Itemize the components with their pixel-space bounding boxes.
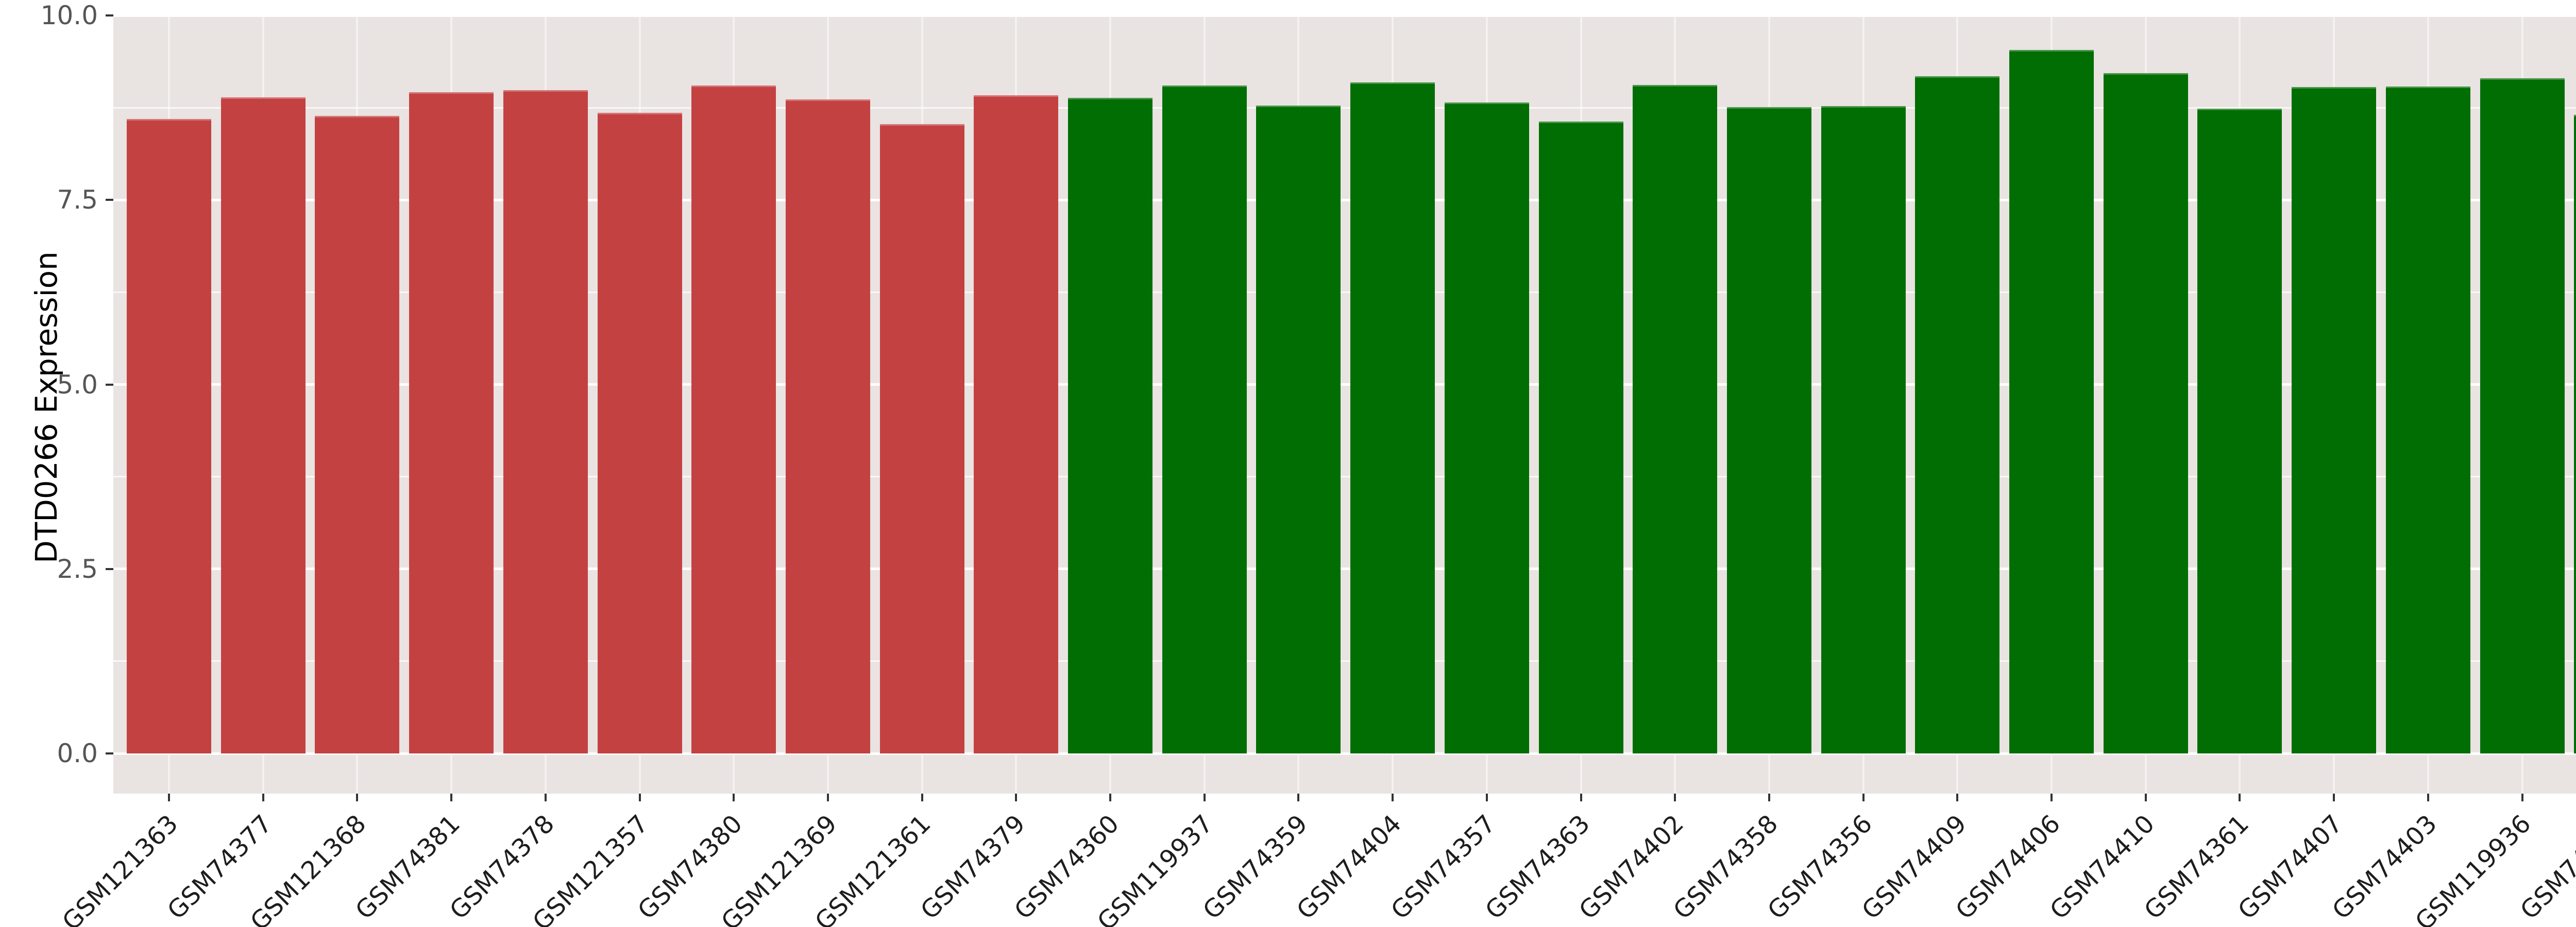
y-tick-mark xyxy=(106,14,113,16)
major-gridline xyxy=(113,752,2576,755)
x-tick-mark xyxy=(1485,794,1488,801)
x-tick-mark xyxy=(1768,794,1770,801)
x-tick-mark xyxy=(2521,794,2523,801)
bar-GSM121368 xyxy=(315,115,400,753)
minor-gridline xyxy=(113,660,2576,662)
x-tick-mark xyxy=(168,794,170,801)
y-tick-label: 2.5 xyxy=(57,554,98,584)
y-tick-label: 0.0 xyxy=(57,739,98,768)
bar-GSM74402 xyxy=(1633,84,1718,753)
major-gridline xyxy=(113,383,2576,386)
y-tick-label: 5.0 xyxy=(57,369,98,400)
bar-GSM74381 xyxy=(409,92,494,753)
minor-gridline xyxy=(113,107,2576,109)
y-tick-mark xyxy=(106,568,113,570)
bar-GSM74410 xyxy=(2103,73,2188,753)
bar-GSM74358 xyxy=(1726,107,1811,753)
x-tick-mark xyxy=(2144,794,2147,801)
bar-GSM74409 xyxy=(1915,76,2000,753)
x-tick-mark xyxy=(1392,794,1394,801)
bar-GSM121357 xyxy=(597,113,682,753)
bar-GSM121363 xyxy=(127,118,211,753)
x-tick-mark xyxy=(826,794,829,801)
bar-GSM74356 xyxy=(1821,106,1906,753)
bar-GSM74359 xyxy=(1256,105,1341,753)
y-tick-mark xyxy=(106,383,113,386)
x-tick-mark xyxy=(1015,794,1018,801)
x-tick-mark xyxy=(2239,794,2241,801)
x-tick-mark xyxy=(733,794,735,801)
bar-GSM74361 xyxy=(2197,108,2282,753)
bar-GSM119936 xyxy=(2480,78,2565,753)
plot-panel xyxy=(113,14,2576,794)
x-tick-mark xyxy=(1109,794,1111,801)
x-tick-mark xyxy=(1203,794,1206,801)
major-gridline xyxy=(113,198,2576,201)
minor-gridline xyxy=(113,476,2576,478)
bar-GSM74377 xyxy=(221,97,306,753)
x-tick-mark xyxy=(544,794,547,801)
bar-GSM74360 xyxy=(1068,98,1153,753)
bar-GSM74407 xyxy=(2292,87,2377,753)
x-tick-mark xyxy=(2050,794,2053,801)
bar-GSM74362 xyxy=(2574,115,2576,753)
y-tick-label: 10.0 xyxy=(40,1,98,30)
y-tick-mark xyxy=(106,752,113,754)
x-tick-mark xyxy=(921,794,923,801)
x-tick-mark xyxy=(1674,794,1676,801)
y-tick-mark xyxy=(106,199,113,201)
bar-GSM74403 xyxy=(2385,86,2470,753)
x-tick-label: GSM121363 xyxy=(56,809,184,927)
x-tick-mark xyxy=(450,794,453,801)
x-tick-mark xyxy=(1862,794,1865,801)
bar-GSM74406 xyxy=(2009,50,2094,753)
x-tick-mark xyxy=(638,794,641,801)
x-tick-mark xyxy=(262,794,264,801)
bar-GSM121361 xyxy=(879,124,964,753)
x-tick-mark xyxy=(2427,794,2429,801)
bar-GSM74357 xyxy=(1444,102,1529,753)
bar-GSM119937 xyxy=(1162,85,1247,753)
x-tick-mark xyxy=(2333,794,2335,801)
bar-GSM74378 xyxy=(503,90,588,753)
y-tick-label: 7.5 xyxy=(57,185,98,215)
bar-GSM74363 xyxy=(1538,122,1623,753)
minor-gridline xyxy=(113,291,2576,293)
bar-GSM74379 xyxy=(974,95,1059,753)
x-tick-mark xyxy=(1956,794,1959,801)
x-tick-mark xyxy=(356,794,359,801)
major-gridline xyxy=(113,568,2576,571)
bar-GSM74404 xyxy=(1350,82,1435,753)
y-axis-title: DTD0266 Expression xyxy=(29,251,64,563)
bar-GSM74380 xyxy=(691,85,776,753)
x-tick-mark xyxy=(1297,794,1300,801)
bar-GSM121369 xyxy=(785,99,870,753)
major-gridline xyxy=(113,14,2576,17)
x-tick-mark xyxy=(1580,794,1582,801)
